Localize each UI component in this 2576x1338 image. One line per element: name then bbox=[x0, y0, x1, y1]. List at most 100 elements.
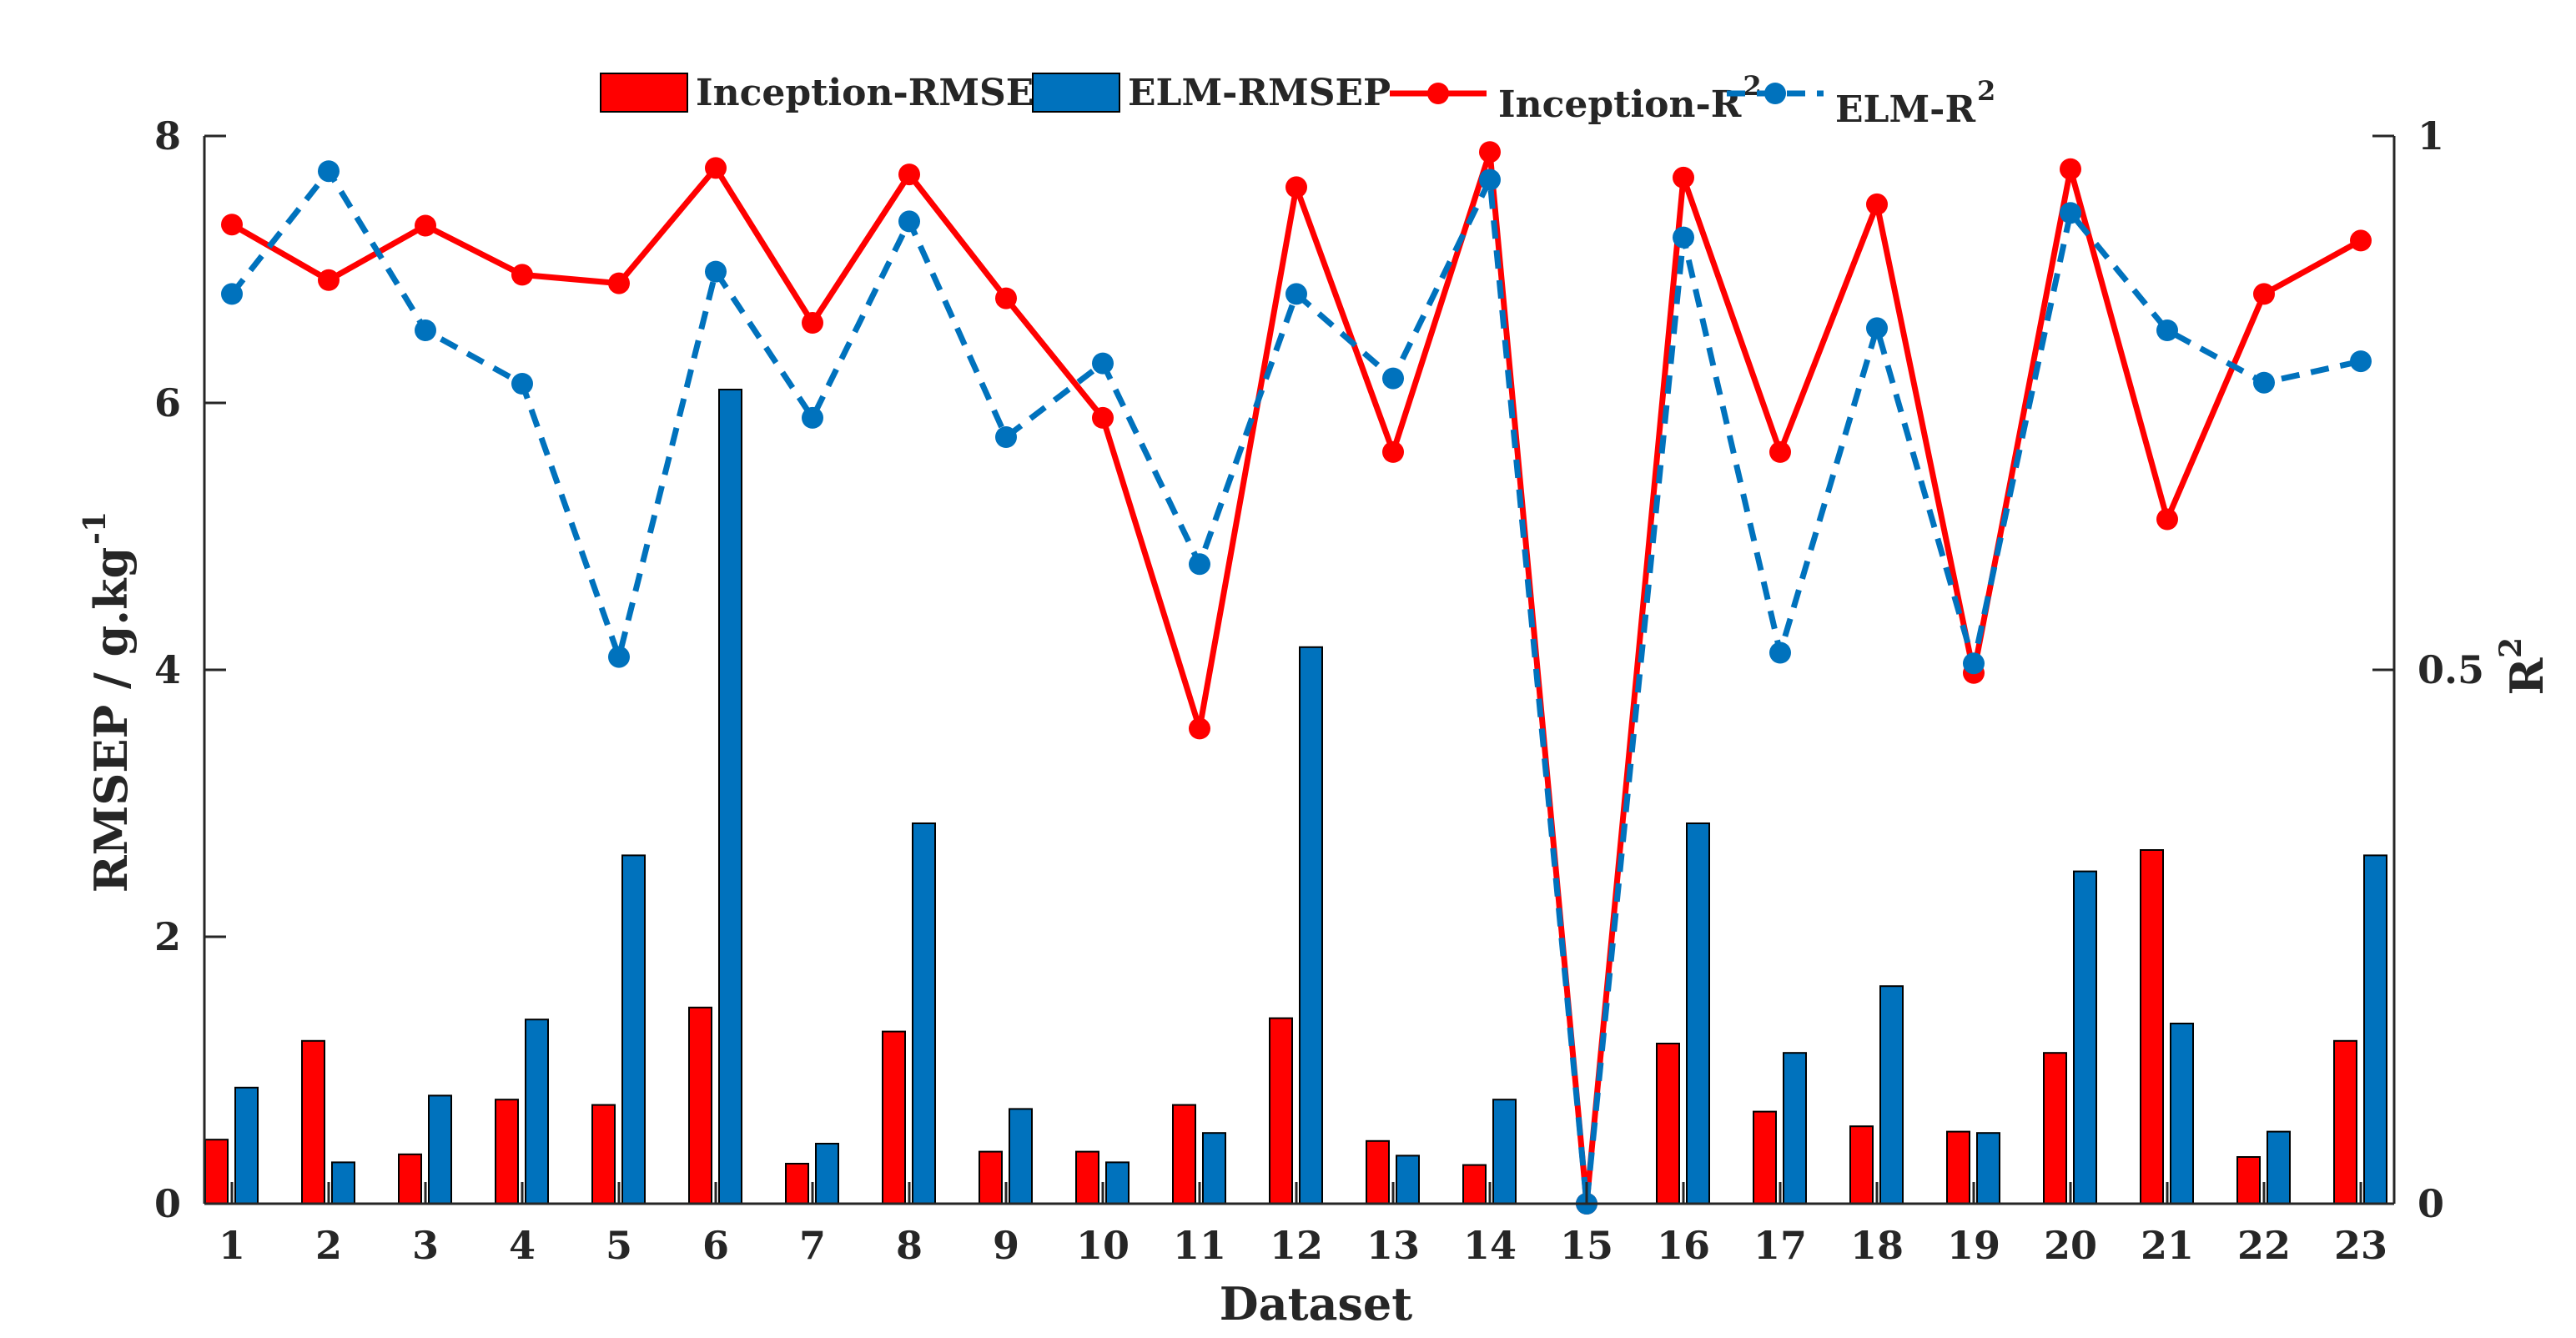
bar-elm-rmsep-14 bbox=[1492, 1099, 1517, 1205]
marker-elm-r2-16 bbox=[1673, 226, 1694, 249]
x-tick-label-18: 18 bbox=[1850, 1223, 1904, 1268]
marker-inception-r2-21 bbox=[2156, 508, 2178, 531]
marker-inception-r2-8 bbox=[898, 163, 920, 186]
marker-inception-r2-2 bbox=[318, 269, 340, 291]
bar-inception-rmsep-22 bbox=[2236, 1156, 2261, 1205]
x-tick-label-15: 15 bbox=[1560, 1223, 1613, 1268]
x-tick-label-2: 2 bbox=[315, 1223, 342, 1268]
bar-inception-rmsep-8 bbox=[882, 1030, 906, 1205]
bar-inception-rmsep-2 bbox=[301, 1039, 325, 1205]
bar-elm-rmsep-5 bbox=[621, 854, 646, 1205]
marker-elm-r2-19 bbox=[1963, 652, 1985, 675]
y-right-tick-label-0: 0 bbox=[2418, 1181, 2444, 1226]
marker-inception-r2-17 bbox=[1769, 440, 1791, 463]
marker-inception-r2-7 bbox=[802, 312, 823, 334]
bar-elm-rmsep-8 bbox=[912, 822, 936, 1205]
x-tick-label-12: 12 bbox=[1270, 1223, 1323, 1268]
y-left-tick-label-6: 6 bbox=[154, 380, 181, 425]
marker-elm-r2-6 bbox=[705, 260, 727, 283]
legend-sup-inception-r2: 2 bbox=[1743, 70, 1761, 102]
x-tick-label-21: 21 bbox=[2141, 1223, 2194, 1268]
bar-elm-rmsep-1 bbox=[234, 1086, 259, 1205]
x-tick-label-1: 1 bbox=[219, 1223, 245, 1268]
marker-elm-r2-10 bbox=[1092, 352, 1114, 375]
bar-inception-rmsep-19 bbox=[1946, 1130, 1970, 1205]
legend-marker-elm-r2 bbox=[1764, 83, 1786, 104]
marker-elm-r2-2 bbox=[318, 160, 340, 183]
y-left-tick-label-0: 0 bbox=[154, 1181, 181, 1226]
bar-inception-rmsep-17 bbox=[1753, 1110, 1777, 1205]
x-tick-label-14: 14 bbox=[1463, 1223, 1517, 1268]
legend-label-elm-rmsep: ELM-RMSEP bbox=[1128, 72, 1391, 114]
legend-marker-inception-r2 bbox=[1427, 83, 1449, 104]
marker-elm-r2-14 bbox=[1479, 169, 1501, 191]
bar-inception-rmsep-5 bbox=[591, 1104, 616, 1205]
bar-elm-rmsep-13 bbox=[1396, 1154, 1420, 1205]
marker-inception-r2-20 bbox=[2060, 158, 2081, 180]
marker-inception-r2-12 bbox=[1285, 176, 1307, 199]
bar-elm-rmsep-4 bbox=[525, 1019, 549, 1205]
marker-elm-r2-17 bbox=[1769, 641, 1791, 664]
marker-elm-r2-21 bbox=[2156, 319, 2178, 341]
bar-inception-rmsep-23 bbox=[2333, 1039, 2357, 1205]
marker-inception-r2-3 bbox=[415, 214, 436, 237]
bar-inception-rmsep-12 bbox=[1269, 1017, 1293, 1205]
marker-inception-r2-10 bbox=[1092, 406, 1114, 429]
bar-elm-rmsep-10 bbox=[1105, 1161, 1130, 1205]
x-tick-label-9: 9 bbox=[993, 1223, 1019, 1268]
bar-inception-rmsep-6 bbox=[688, 1006, 712, 1205]
x-tick-label-3: 3 bbox=[412, 1223, 439, 1268]
x-tick-label-7: 7 bbox=[799, 1223, 826, 1268]
marker-elm-r2-4 bbox=[511, 373, 533, 395]
marker-inception-r2-5 bbox=[608, 272, 630, 294]
legend-label-inception-rmsep: Inception-RMSEP bbox=[696, 72, 1061, 114]
bar-inception-rmsep-16 bbox=[1656, 1043, 1680, 1205]
y-left-axis-title-text: RMSEP / g.kg bbox=[84, 547, 138, 893]
marker-inception-r2-11 bbox=[1189, 717, 1210, 740]
legend-label-inception-r2: Inception-R bbox=[1498, 83, 1742, 126]
marker-elm-r2-1 bbox=[221, 283, 243, 305]
x-tick-label-20: 20 bbox=[2044, 1223, 2097, 1268]
bar-elm-rmsep-17 bbox=[1783, 1052, 1807, 1205]
x-tick-label-16: 16 bbox=[1657, 1223, 1710, 1268]
marker-inception-r2-14 bbox=[1479, 141, 1501, 163]
x-tick-label-13: 13 bbox=[1366, 1223, 1420, 1268]
marker-inception-r2-18 bbox=[1866, 193, 1888, 215]
bar-elm-rmsep-11 bbox=[1202, 1132, 1226, 1205]
bar-inception-rmsep-21 bbox=[2140, 849, 2164, 1205]
bar-elm-rmsep-23 bbox=[2363, 854, 2387, 1205]
x-tick-label-5: 5 bbox=[606, 1223, 632, 1268]
bar-elm-rmsep-3 bbox=[428, 1094, 452, 1205]
marker-elm-r2-23 bbox=[2350, 350, 2372, 373]
marker-inception-r2-6 bbox=[705, 157, 727, 179]
marker-inception-r2-4 bbox=[511, 264, 533, 286]
legend-swatch-inception-rmsep bbox=[600, 73, 688, 113]
x-tick-label-6: 6 bbox=[702, 1223, 729, 1268]
y-left-tick-label-8: 8 bbox=[154, 113, 181, 158]
bar-inception-rmsep-13 bbox=[1366, 1139, 1390, 1205]
x-tick-label-23: 23 bbox=[2334, 1223, 2387, 1268]
marker-elm-r2-18 bbox=[1866, 317, 1888, 340]
bar-inception-rmsep-9 bbox=[979, 1150, 1003, 1205]
bar-inception-rmsep-18 bbox=[1849, 1125, 1874, 1205]
marker-inception-r2-22 bbox=[2253, 283, 2275, 305]
bar-elm-rmsep-16 bbox=[1686, 822, 1710, 1205]
x-tick-label-4: 4 bbox=[509, 1223, 536, 1268]
legend-label-elm-r2: ELM-R bbox=[1835, 88, 1975, 131]
bar-elm-rmsep-12 bbox=[1299, 646, 1323, 1205]
y-right-axis-title: R2 bbox=[2493, 637, 2553, 696]
marker-elm-r2-20 bbox=[2060, 202, 2081, 224]
bar-inception-rmsep-3 bbox=[398, 1153, 422, 1205]
bar-inception-rmsep-10 bbox=[1075, 1150, 1099, 1205]
y-left-axis-title: RMSEP / g.kg-1 bbox=[78, 511, 138, 893]
marker-elm-r2-22 bbox=[2253, 371, 2275, 394]
bar-series-group bbox=[204, 389, 2387, 1205]
y-left-tick-label-2: 2 bbox=[154, 914, 181, 959]
x-tick-label-17: 17 bbox=[1753, 1223, 1807, 1268]
y-right-axis-title-text: R bbox=[2500, 656, 2553, 695]
bar-inception-rmsep-1 bbox=[204, 1139, 229, 1205]
x-tick-label-8: 8 bbox=[896, 1223, 923, 1268]
bar-elm-rmsep-22 bbox=[2267, 1130, 2291, 1205]
marker-elm-r2-11 bbox=[1189, 553, 1210, 576]
